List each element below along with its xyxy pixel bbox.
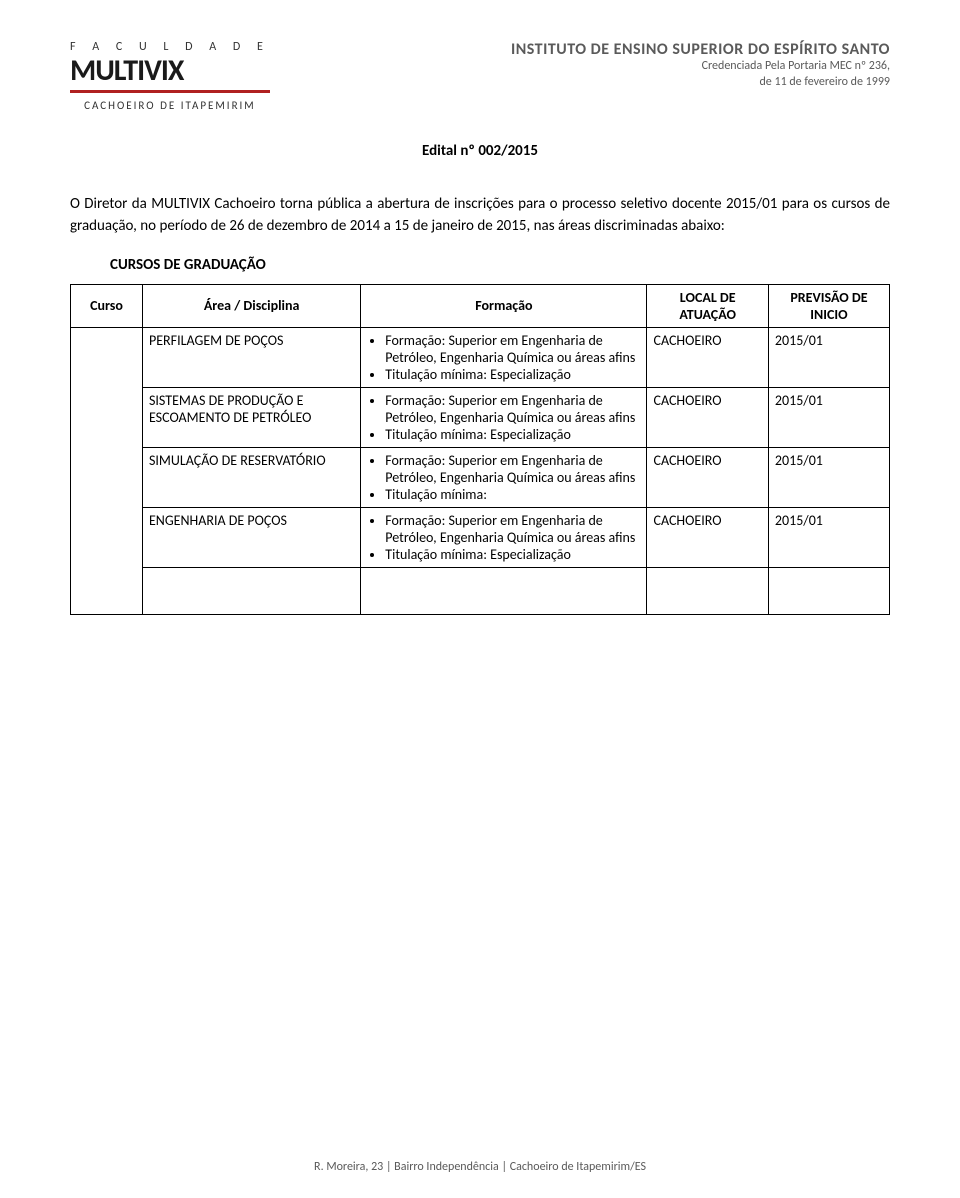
formacao-bullet: Titulação mínima: Especialização: [385, 426, 640, 443]
cell-formacao: Formação: Superior em Engenharia de Petr…: [361, 507, 647, 567]
logo-brand-text: MULTIVIX: [70, 52, 183, 89]
course-table: Curso Área / Disciplina Formação LOCAL D…: [70, 284, 890, 615]
th-area: Área / Disciplina: [142, 284, 360, 327]
logo-brand: MULTIVIX: [70, 56, 270, 93]
intro-paragraph: O Diretor da MULTIVIX Cachoeiro torna pú…: [70, 194, 890, 238]
formacao-bullet: Formação: Superior em Engenharia de Petr…: [385, 452, 640, 486]
formacao-list: Formação: Superior em Engenharia de Petr…: [367, 332, 640, 383]
table-head: Curso Área / Disciplina Formação LOCAL D…: [71, 284, 890, 327]
cell-empty: [361, 567, 647, 614]
table-row: SISTEMAS DE PRODUÇÃO E ESCOAMENTO DE PET…: [71, 387, 890, 447]
formacao-bullet: Titulação mínima: Especialização: [385, 366, 640, 383]
formacao-bullet: Titulação mínima: Especialização: [385, 546, 640, 563]
edital-title: Edital nº 002/2015: [70, 142, 890, 160]
cell-previsao: 2015/01: [768, 327, 889, 387]
formacao-bullet: Formação: Superior em Engenharia de Petr…: [385, 392, 640, 426]
cell-empty: [142, 567, 360, 614]
institute-line2: de 11 de fevereiro de 1999: [310, 75, 890, 91]
table-body: PERFILAGEM DE POÇOS Formação: Superior e…: [71, 327, 890, 614]
footer-text: R. Moreira, 23 | Bairro Independência | …: [0, 1160, 960, 1174]
cell-empty: [768, 567, 889, 614]
th-curso: Curso: [71, 284, 143, 327]
cell-previsao: 2015/01: [768, 447, 889, 507]
formacao-list: Formação: Superior em Engenharia de Petr…: [367, 512, 640, 563]
formacao-list: Formação: Superior em Engenharia de Petr…: [367, 452, 640, 503]
cell-formacao: Formação: Superior em Engenharia de Petr…: [361, 447, 647, 507]
cell-disciplina: SIMULAÇÃO DE RESERVATÓRIO: [142, 447, 360, 507]
th-local: LOCAL DE ATUAÇÃO: [647, 284, 768, 327]
cell-curso: [71, 327, 143, 614]
cell-formacao: Formação: Superior em Engenharia de Petr…: [361, 327, 647, 387]
page: F A C U L D A D E MULTIVIX CACHOEIRO DE …: [0, 0, 960, 1198]
cell-disciplina: SISTEMAS DE PRODUÇÃO E ESCOAMENTO DE PET…: [142, 387, 360, 447]
table-row: SIMULAÇÃO DE RESERVATÓRIO Formação: Supe…: [71, 447, 890, 507]
table-row: PERFILAGEM DE POÇOS Formação: Superior e…: [71, 327, 890, 387]
cell-empty: [647, 567, 768, 614]
institute-line1: Credenciada Pela Portaria MEC nº 236,: [310, 59, 890, 75]
cell-formacao: Formação: Superior em Engenharia de Petr…: [361, 387, 647, 447]
formacao-list: Formação: Superior em Engenharia de Petr…: [367, 392, 640, 443]
cell-local: CACHOEIRO: [647, 387, 768, 447]
cell-local: CACHOEIRO: [647, 447, 768, 507]
cell-previsao: 2015/01: [768, 507, 889, 567]
table-header-row: Curso Área / Disciplina Formação LOCAL D…: [71, 284, 890, 327]
logo-block: F A C U L D A D E MULTIVIX CACHOEIRO DE …: [70, 40, 270, 112]
institute-block: INSTITUTO DE ENSINO SUPERIOR DO ESPÍRITO…: [310, 40, 890, 90]
header: F A C U L D A D E MULTIVIX CACHOEIRO DE …: [70, 40, 890, 112]
formacao-bullet: Formação: Superior em Engenharia de Petr…: [385, 332, 640, 366]
cell-disciplina: PERFILAGEM DE POÇOS: [142, 327, 360, 387]
th-formacao: Formação: [361, 284, 647, 327]
cell-previsao: 2015/01: [768, 387, 889, 447]
cell-local: CACHOEIRO: [647, 507, 768, 567]
formacao-bullet: Titulação mínima:: [385, 486, 640, 503]
cell-local: CACHOEIRO: [647, 327, 768, 387]
cell-disciplina: ENGENHARIA DE POÇOS: [142, 507, 360, 567]
formacao-bullet: Formação: Superior em Engenharia de Petr…: [385, 512, 640, 546]
institute-title: INSTITUTO DE ENSINO SUPERIOR DO ESPÍRITO…: [310, 40, 890, 59]
logo-campus-text: CACHOEIRO DE ITAPEMIRIM: [70, 99, 270, 112]
table-row-empty: [71, 567, 890, 614]
table-row: ENGENHARIA DE POÇOS Formação: Superior e…: [71, 507, 890, 567]
th-previsao: PREVISÃO DE INICIO: [768, 284, 889, 327]
section-heading: CURSOS DE GRADUAÇÃO: [110, 256, 890, 274]
